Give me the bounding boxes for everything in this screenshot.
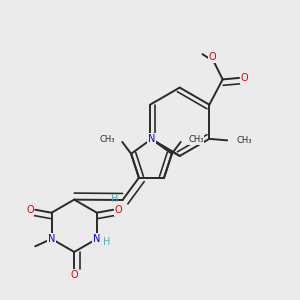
- Text: CH₃: CH₃: [237, 136, 252, 145]
- Text: CH₃: CH₃: [99, 135, 115, 144]
- Text: O: O: [209, 52, 216, 62]
- Text: O: O: [26, 205, 34, 215]
- Text: N: N: [148, 134, 155, 144]
- Text: CH₃: CH₃: [188, 135, 204, 144]
- Text: N: N: [48, 234, 55, 244]
- Text: H: H: [103, 237, 110, 248]
- Text: O: O: [115, 205, 122, 215]
- Text: O: O: [241, 73, 248, 83]
- Text: O: O: [70, 269, 78, 280]
- Text: H: H: [111, 194, 118, 203]
- Text: N: N: [93, 234, 100, 244]
